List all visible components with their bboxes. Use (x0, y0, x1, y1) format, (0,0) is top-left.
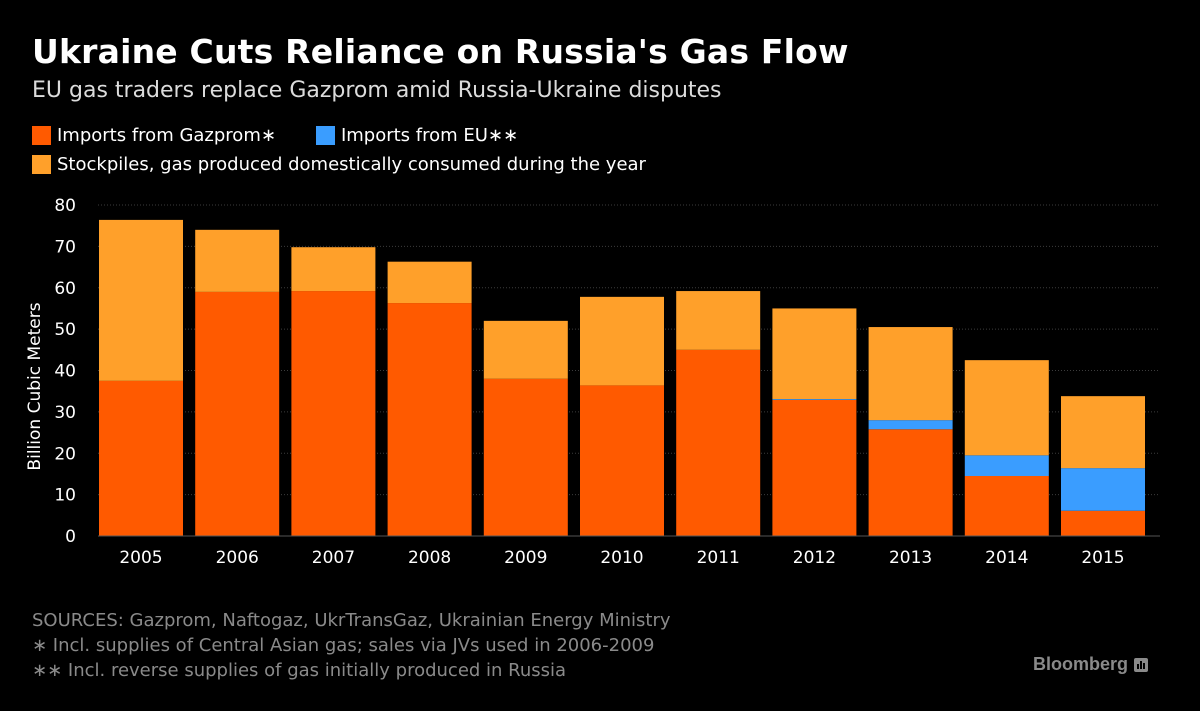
y-tick-label: 50 (54, 320, 76, 340)
x-tick-label: 2012 (793, 548, 836, 568)
x-tick-label: 2007 (312, 548, 355, 568)
bloomberg-chart-icon (1134, 657, 1148, 672)
legend-label-stockpiles: Stockpiles, gas produced domestically co… (57, 154, 646, 175)
chart-title: Ukraine Cuts Reliance on Russia's Gas Fl… (32, 32, 849, 71)
bar-gazprom-2007 (291, 291, 376, 536)
legend-label-gazprom: Imports from Gazprom∗ (57, 125, 276, 146)
x-tick-label: 2009 (504, 548, 547, 568)
y-axis-label: Billion Cubic Meters (25, 302, 45, 470)
y-tick-label: 60 (54, 279, 76, 299)
bar-eu-2012 (772, 399, 857, 400)
bar-stockpiles-2010 (580, 296, 664, 386)
y-tick-label: 70 (54, 237, 76, 257)
y-tick-label: 20 (54, 444, 76, 464)
bar-gazprom-2011 (676, 349, 761, 536)
bar-stockpiles-2011 (676, 291, 761, 350)
bar-gazprom-2013 (868, 429, 953, 536)
bar-eu-2014 (964, 455, 1049, 477)
legend-swatch-stockpiles (32, 155, 51, 174)
chart-subtitle: EU gas traders replace Gazprom amid Russ… (32, 78, 722, 103)
bar-gazprom-2014 (964, 476, 1049, 536)
bar-stockpiles-2006 (195, 229, 280, 292)
x-tick-label: 2015 (1081, 548, 1124, 568)
x-tick-label: 2006 (216, 548, 259, 568)
y-tick-label: 0 (65, 527, 76, 547)
legend-item-gazprom: Imports from Gazprom∗ (32, 125, 276, 146)
bar-gazprom-2005 (99, 380, 183, 536)
y-tick-label: 40 (54, 362, 76, 382)
legend-swatch-eu (315, 126, 335, 145)
bar-stockpiles-2005 (99, 219, 183, 381)
x-tick-label: 2014 (985, 548, 1028, 568)
bar-gazprom-2015 (1061, 510, 1145, 536)
y-tick-label: 80 (54, 196, 76, 216)
bar-gazprom-2006 (195, 291, 280, 536)
footer-sources: SOURCES: Gazprom, Naftogaz, UkrTransGaz,… (32, 610, 671, 631)
bar-gazprom-2008 (387, 303, 472, 536)
x-tick-label: 2008 (408, 548, 451, 568)
legend-item-stockpiles: Stockpiles, gas produced domestically co… (32, 154, 646, 175)
bar-gazprom-2012 (772, 399, 857, 536)
bar-stockpiles-2008 (387, 261, 472, 304)
legend-item-eu: Imports from EU∗∗ (315, 125, 519, 146)
bar-stockpiles-2015 (1061, 396, 1145, 469)
footer: SOURCES: Gazprom, Naftogaz, UkrTransGaz,… (32, 608, 671, 683)
bar-gazprom-2010 (580, 385, 664, 536)
bar-stockpiles-2007 (291, 247, 376, 292)
x-tick-label: 2010 (600, 548, 643, 568)
legend-label-eu: Imports from EU∗∗ (340, 125, 519, 146)
bar-eu-2013 (868, 420, 953, 430)
bar-stockpiles-2013 (868, 327, 953, 421)
bar-eu-2015 (1061, 468, 1145, 511)
footer-note-1: ∗ Incl. supplies of Central Asian gas; s… (32, 635, 655, 656)
bar-stockpiles-2009 (483, 320, 568, 379)
x-tick-label: 2011 (697, 548, 740, 568)
bar-stockpiles-2014 (964, 360, 1049, 456)
bar-stockpiles-2012 (772, 308, 857, 400)
x-tick-label: 2005 (119, 548, 162, 568)
bar-gazprom-2009 (483, 378, 568, 536)
legend-swatch-gazprom (32, 126, 51, 145)
bloomberg-logo: Bloomberg (1033, 654, 1148, 675)
footer-note-2: ∗∗ Incl. reverse supplies of gas initial… (32, 660, 567, 681)
y-tick-label: 10 (54, 486, 76, 506)
y-tick-label: 30 (54, 403, 76, 423)
brand-label: Bloomberg (1032, 654, 1128, 674)
x-tick-label: 2013 (889, 548, 932, 568)
legend-row-1: Imports from Gazprom∗ Imports from EU∗∗ (32, 125, 558, 146)
legend-row-2: Stockpiles, gas produced domestically co… (32, 154, 686, 175)
